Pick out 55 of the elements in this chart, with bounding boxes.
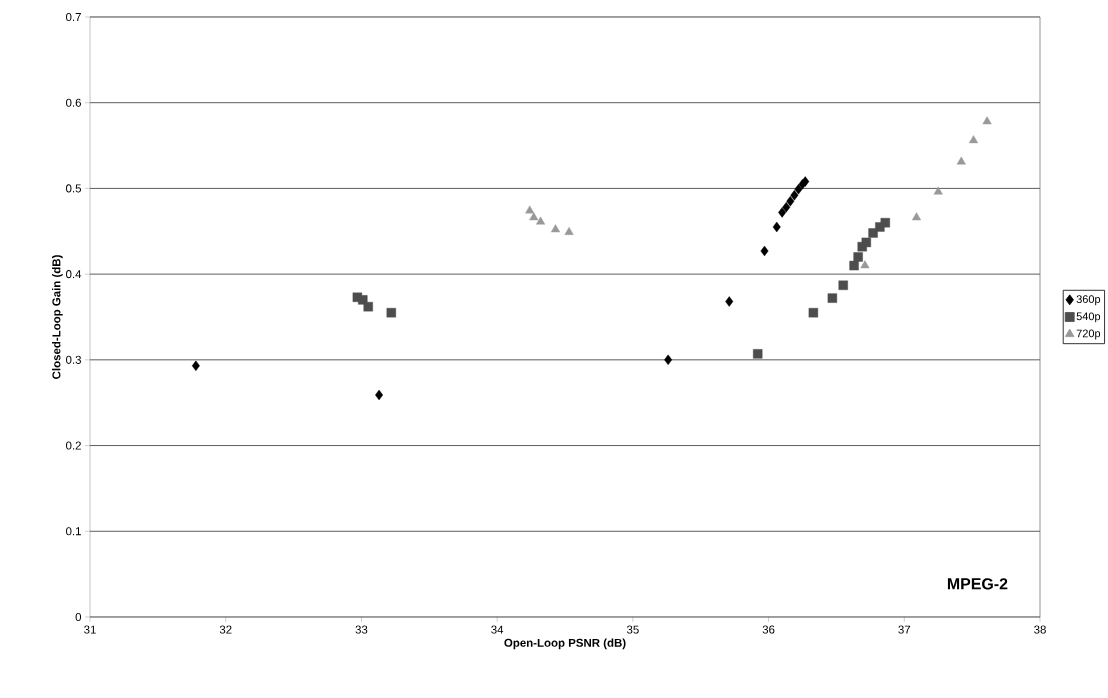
point: [794, 184, 803, 195]
point: [664, 354, 673, 366]
point: [375, 389, 384, 401]
point: [849, 260, 859, 271]
y-tick-label: 0.5: [66, 184, 82, 193]
y-tick-label: 0.1: [66, 527, 81, 536]
point: [525, 205, 535, 214]
point: [853, 252, 863, 262]
point: [933, 186, 943, 195]
point: [358, 295, 368, 305]
y-tick-label: 0.6: [66, 98, 81, 107]
point: [753, 349, 763, 359]
x-tick-label: 37: [898, 625, 911, 634]
x-tick-label: 33: [355, 625, 368, 634]
point: [386, 308, 396, 318]
point: [725, 296, 734, 307]
point: [550, 224, 561, 233]
point: [982, 116, 992, 125]
point: [782, 202, 791, 213]
point: [536, 216, 546, 225]
point: [772, 221, 781, 233]
x-tick-label: 31: [84, 625, 96, 634]
legend-label: 360p: [1076, 295, 1101, 306]
point: [790, 190, 799, 201]
point: [827, 293, 838, 303]
x-tick-label: 35: [626, 625, 639, 634]
annotation: MPEG-2: [947, 578, 1008, 590]
point: [880, 218, 890, 228]
x-tick-label: 36: [762, 625, 775, 634]
point: [956, 156, 966, 165]
legend-label: 720p: [1076, 329, 1101, 340]
point: [860, 260, 870, 269]
y-tick-label: 0.2: [66, 441, 81, 450]
point: [861, 237, 871, 248]
point: [911, 212, 922, 221]
point: [808, 308, 819, 318]
point: [968, 135, 979, 144]
x-axis-title: Open-Loop PSNR (dB): [504, 638, 626, 650]
x-tick-label: 32: [219, 625, 232, 634]
point: [191, 360, 200, 372]
point: [838, 280, 848, 290]
y-axis-title: Closed-Loop Gain (dB): [52, 255, 63, 379]
point: [529, 212, 539, 221]
point: [363, 302, 373, 312]
y-tick-label: 0.4: [66, 270, 82, 279]
point: [786, 196, 795, 207]
point: [760, 245, 769, 257]
point: [564, 226, 574, 235]
y-tick-label: 0: [75, 612, 82, 622]
y-tick-label: 0.7: [66, 12, 81, 22]
point: [778, 207, 787, 218]
legend-label: 540p: [1076, 312, 1101, 323]
y-tick-label: 0.3: [66, 355, 81, 364]
x-tick-label: 34: [491, 625, 504, 634]
x-tick-label: 38: [1034, 625, 1046, 634]
